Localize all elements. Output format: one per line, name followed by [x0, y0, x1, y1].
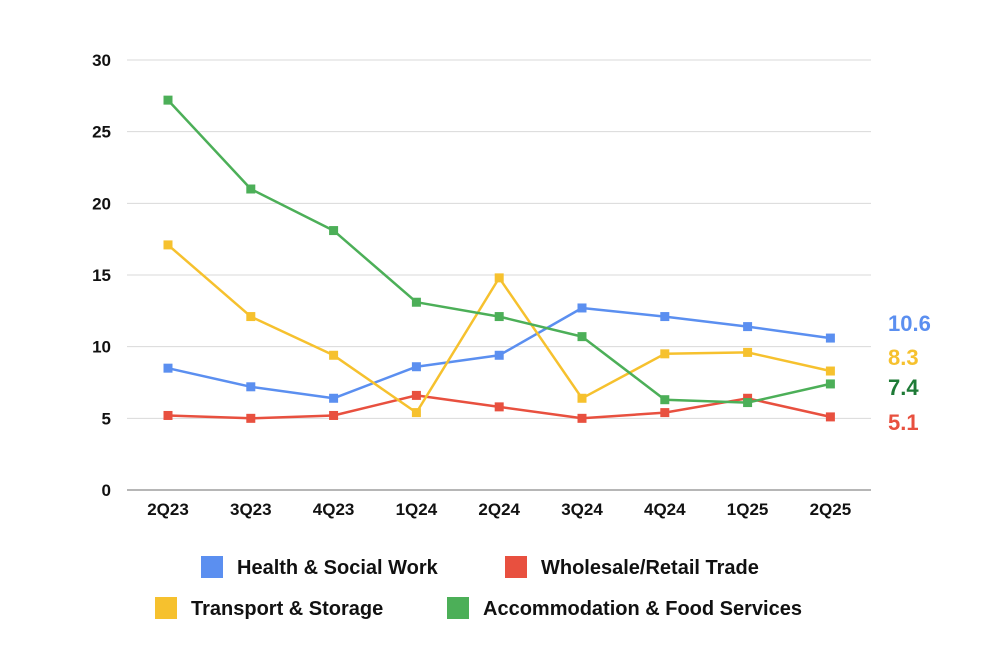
legend-item-transport-storage: Transport & Storage — [155, 597, 383, 620]
data-point — [163, 410, 173, 420]
data-point — [494, 312, 504, 322]
data-point — [660, 349, 670, 359]
x-tick-label: 4Q24 — [644, 500, 686, 519]
legend: Health & Social Work Wholesale/Retail Tra… — [155, 556, 802, 620]
data-point — [494, 402, 504, 412]
y-tick-label: 20 — [92, 194, 111, 213]
data-point — [825, 412, 835, 422]
data-point — [577, 393, 587, 403]
x-tick-label: 1Q24 — [396, 500, 438, 519]
y-tick-label: 10 — [92, 338, 111, 357]
data-point — [660, 395, 670, 405]
legend-label: Health & Social Work — [237, 557, 439, 579]
data-point — [825, 366, 835, 376]
data-point — [411, 408, 421, 418]
y-tick-label: 0 — [102, 481, 111, 500]
axes: 0 5 10 15 20 25 30 2Q23 3Q23 4Q23 1Q24 2Q24 3Q24 4Q24… — [92, 51, 871, 519]
data-point — [246, 184, 256, 194]
data-point — [743, 347, 753, 357]
x-tick-label: 2Q24 — [478, 500, 520, 519]
y-tick-label: 15 — [92, 266, 111, 285]
data-point — [743, 322, 753, 332]
data-point — [411, 362, 421, 372]
data-point — [411, 297, 421, 307]
series-accommodation-food-services — [163, 95, 835, 408]
data-point — [577, 413, 587, 423]
legend-swatch — [201, 556, 223, 578]
legend-swatch — [447, 597, 469, 619]
data-point — [246, 382, 256, 392]
data-point — [163, 240, 173, 250]
data-point — [825, 379, 835, 389]
data-point — [577, 303, 587, 313]
x-tick-label: 2Q23 — [147, 500, 189, 519]
legend-swatch — [505, 556, 527, 578]
legend-item-wholesale-retail-trade: Wholesale/Retail Trade — [505, 556, 759, 579]
end-labels: 10.6 5.1 8.3 7.4 — [888, 311, 931, 435]
legend-item-health-social-work: Health & Social Work — [201, 556, 439, 579]
data-point — [411, 390, 421, 400]
y-tick-label: 5 — [102, 409, 111, 428]
y-tick-label: 30 — [92, 51, 111, 70]
data-point — [246, 312, 256, 322]
data-point — [329, 393, 339, 403]
gridlines — [127, 59, 871, 419]
legend-label: Wholesale/Retail Trade — [541, 557, 759, 579]
end-value-label: 7.4 — [888, 375, 919, 400]
data-point — [494, 273, 504, 283]
data-point — [660, 312, 670, 322]
series-wholesale-retail-trade — [163, 390, 835, 423]
series-transport-storage — [163, 240, 835, 418]
x-tick-label: 4Q23 — [313, 500, 355, 519]
data-point — [163, 363, 173, 373]
data-point — [660, 408, 670, 418]
data-point — [577, 332, 587, 342]
data-point — [825, 333, 835, 343]
x-tick-label: 3Q24 — [561, 500, 603, 519]
data-point — [329, 226, 339, 236]
end-value-label: 10.6 — [888, 311, 931, 336]
legend-label: Accommodation & Food Services — [483, 598, 802, 620]
x-tick-label: 2Q25 — [810, 500, 852, 519]
data-point — [329, 350, 339, 360]
data-point — [743, 398, 753, 408]
legend-swatch — [155, 597, 177, 619]
series-health-social-work — [163, 303, 835, 403]
x-tick-label: 3Q23 — [230, 500, 272, 519]
series-lines — [163, 95, 835, 423]
end-value-label: 5.1 — [888, 410, 919, 435]
data-point — [163, 95, 173, 105]
data-point — [329, 410, 339, 420]
x-tick-label: 1Q25 — [727, 500, 769, 519]
y-tick-label: 25 — [92, 123, 111, 142]
series-line — [167, 243, 831, 414]
legend-item-accommodation-food-services: Accommodation & Food Services — [447, 597, 802, 620]
data-point — [494, 350, 504, 360]
end-value-label: 8.3 — [888, 345, 919, 370]
legend-label: Transport & Storage — [191, 598, 383, 620]
data-point — [246, 413, 256, 423]
